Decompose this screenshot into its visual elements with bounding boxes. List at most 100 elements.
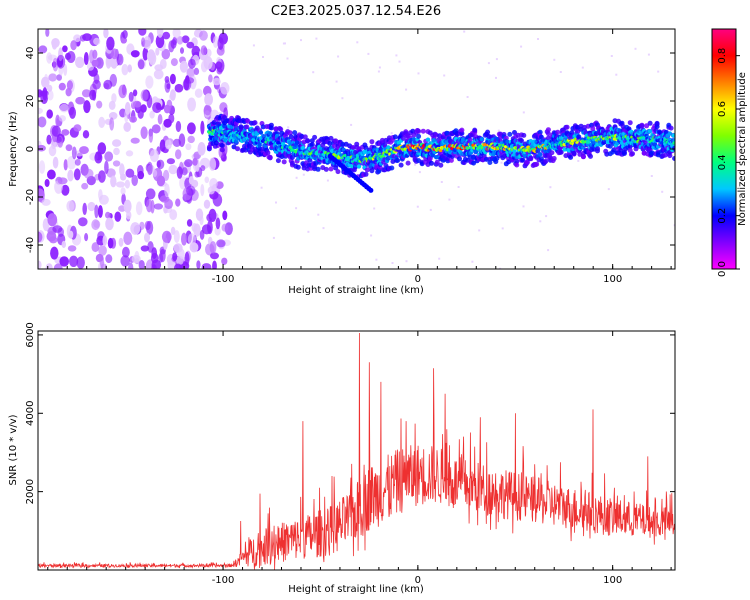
spectrogram-noise-cell bbox=[187, 233, 197, 246]
spectrogram-noise-cell bbox=[164, 79, 171, 93]
spectrogram-noise-cell bbox=[115, 181, 126, 188]
spectrogram-noise-cell bbox=[130, 137, 140, 144]
spectrogram-noise-cell bbox=[181, 35, 190, 44]
spectrogram-noise-cell bbox=[98, 189, 103, 201]
spectrogram-noise-cell bbox=[220, 82, 230, 95]
spectrogram-speckle bbox=[457, 186, 460, 188]
snr-y-tick-label: 6000 bbox=[25, 322, 36, 347]
spectrogram-noise-cell bbox=[45, 29, 50, 37]
spectrogram-noise-cell bbox=[143, 36, 152, 50]
spectrogram-noise-cell bbox=[40, 91, 49, 104]
spectrogram-track-branch bbox=[368, 187, 374, 193]
spectrogram-speckle bbox=[262, 56, 264, 58]
spectrogram-noise-cell bbox=[97, 142, 107, 155]
spectrogram-track-halo bbox=[295, 164, 301, 170]
spectrogram-track-halo bbox=[545, 131, 551, 137]
spectrogram-track-halo bbox=[668, 125, 674, 131]
snr-y-tick-label: 4000 bbox=[25, 401, 36, 426]
spectrogram-noise-cell bbox=[59, 256, 69, 267]
spectrogram-track-band bbox=[538, 152, 543, 157]
spectrogram-noise-cell bbox=[61, 129, 70, 136]
spectrogram-noise-cell bbox=[106, 36, 115, 51]
spectrogram-speckle bbox=[326, 179, 329, 182]
spectrogram-noise-cell bbox=[92, 79, 101, 90]
spectrogram-noise-cell bbox=[95, 57, 104, 69]
spectrogram-x-tick-label: 0 bbox=[415, 274, 421, 285]
spectrogram-noise-cell bbox=[172, 252, 178, 262]
spectrogram-track-halo bbox=[369, 139, 375, 145]
spectrogram-speckle bbox=[337, 55, 340, 58]
spectrogram-track-halo bbox=[672, 156, 675, 161]
spectrogram-track-halo bbox=[273, 126, 279, 132]
snr-plot-area bbox=[38, 332, 675, 570]
chart-title: C2E3.2025.037.12.54.E26 bbox=[271, 4, 441, 19]
spectrogram-track-halo bbox=[219, 147, 225, 153]
spectrogram-speckle bbox=[417, 72, 420, 75]
spectrogram-noise-cell bbox=[155, 34, 165, 49]
spectrogram-track-halo bbox=[607, 143, 613, 149]
spectrogram-track-halo bbox=[514, 162, 520, 168]
spectrogram-noise-cell bbox=[194, 88, 203, 98]
spectrogram-noise-cell bbox=[53, 263, 63, 269]
spectrogram-noise-cell bbox=[137, 59, 145, 70]
spectrogram-noise-cell bbox=[110, 48, 119, 60]
spectrogram-track-halo bbox=[400, 135, 406, 141]
spectrogram-noise-cell bbox=[66, 156, 77, 170]
spectrogram-noise-cell bbox=[111, 93, 117, 103]
spectrogram-noise-cell bbox=[200, 184, 205, 197]
spectrogram-noise-cell bbox=[94, 204, 99, 219]
spectrogram-track-halo bbox=[369, 168, 375, 174]
spectrogram-noise-cell bbox=[106, 168, 116, 178]
spectrogram-noise-cell bbox=[120, 187, 126, 195]
spectrogram-track-halo bbox=[512, 130, 517, 135]
spectrogram-noise-cell bbox=[153, 203, 163, 210]
spectrogram-noise-cell bbox=[61, 184, 70, 196]
spectrogram-noise-cell bbox=[97, 205, 103, 218]
spectrogram-noise-cell bbox=[118, 237, 124, 247]
spectrogram-noise-cell bbox=[119, 163, 125, 177]
spectrogram-speckle bbox=[390, 132, 393, 135]
spectrogram-track-band bbox=[647, 129, 653, 134]
spectrogram-x-tick-label: -100 bbox=[212, 274, 235, 285]
spectrogram-noise-cell bbox=[116, 53, 124, 66]
spectrogram-track-halo bbox=[434, 159, 440, 165]
spectrogram-noise-cell bbox=[221, 223, 229, 232]
spectrogram-speckle bbox=[317, 213, 320, 216]
spectrogram-noise-cell bbox=[155, 47, 160, 56]
spectrogram-noise-cell bbox=[46, 134, 52, 145]
spectrogram-track-halo bbox=[398, 162, 404, 168]
spectrogram-noise-cell bbox=[93, 37, 101, 46]
spectrogram-noise-cell bbox=[44, 179, 50, 187]
spectrogram-noise-cell bbox=[96, 100, 103, 109]
spectrogram-speckle bbox=[367, 52, 370, 55]
spectrogram-track-band bbox=[473, 149, 479, 154]
spectrogram-speckle bbox=[522, 205, 525, 208]
spectrogram-noise-cell bbox=[38, 260, 42, 269]
spectrogram-noise-cell bbox=[162, 31, 171, 40]
spectrogram-noise-cell bbox=[148, 51, 157, 66]
spectrogram-noise-cell bbox=[173, 230, 180, 243]
spectrogram-noise-cell bbox=[63, 63, 68, 76]
spectrogram-speckle bbox=[495, 58, 498, 61]
spectrogram-noise-cell bbox=[181, 232, 187, 246]
spectrogram-speckle bbox=[532, 156, 535, 159]
spectrogram-speckle bbox=[395, 54, 398, 57]
spectrogram-noise-cell bbox=[123, 122, 131, 132]
spectrogram-noise-cell bbox=[123, 199, 132, 213]
spectrogram-x-ticks: -100 0 100 bbox=[47, 29, 672, 285]
spectrogram-noise-cell bbox=[168, 164, 178, 175]
spectrogram-track-band bbox=[671, 133, 675, 138]
spectrogram-noise-cell bbox=[56, 54, 66, 69]
spectrogram-track-band bbox=[329, 148, 335, 154]
spectrogram-speckle bbox=[673, 224, 675, 227]
spectrogram-speckle bbox=[661, 190, 664, 193]
spectrogram-noise-cell bbox=[68, 230, 74, 239]
spectrogram-track-halo bbox=[288, 134, 294, 140]
spectrogram-noise-cell bbox=[113, 147, 120, 156]
spectrogram-track-halo bbox=[364, 167, 370, 173]
spectrogram-noise-cell bbox=[51, 125, 61, 137]
spectrogram-noise-cell bbox=[157, 114, 163, 125]
spectrogram-noise-cell bbox=[55, 114, 60, 128]
spectrogram-speckle bbox=[315, 37, 318, 40]
spectrogram-noise-cell bbox=[62, 45, 68, 53]
